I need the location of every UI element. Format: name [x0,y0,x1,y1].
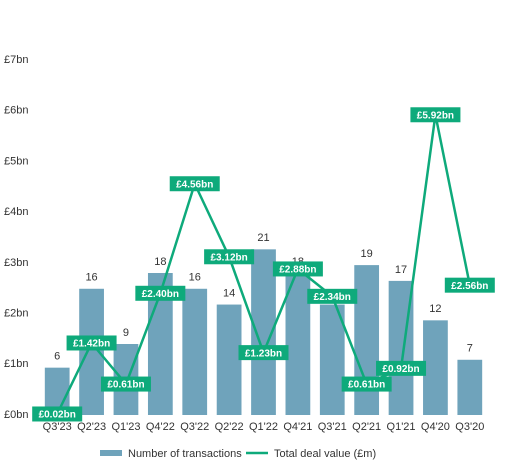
bar [182,288,208,415]
bar [423,320,448,415]
bar-value-label: 16 [85,272,97,284]
value-label-box [32,406,83,422]
x-tick-label: Q2'22 [215,421,244,433]
x-tick-label: Q1'21 [387,421,416,433]
x-tick-label: Q1'22 [249,421,278,433]
line-value-label: £0.61bn [348,380,385,391]
x-tick-label: Q4'21 [283,421,312,433]
bar-value-label: 12 [429,303,441,315]
x-tick-label: Q2'23 [77,421,106,433]
y-tick-label: £2bn [4,307,28,319]
line-value-label: £3.12bn [210,252,247,263]
bar [319,304,345,415]
value-label-box [204,249,255,265]
y-tick-label: £6bn [4,105,28,117]
line-value-label: £0.61bn [107,380,144,391]
value-label-box [307,288,358,304]
value-label-box [238,345,289,361]
x-tick-label: Q4'20 [421,421,450,433]
bar [457,359,483,415]
y-tick-label: £7bn [4,54,28,66]
bar-value-label: 14 [223,287,235,299]
x-tick-label: Q3'21 [318,421,347,433]
bar-value-label: 21 [257,232,269,244]
value-label-box [341,376,392,392]
x-tick-label: Q3'22 [180,421,209,433]
x-tick-label: Q3'20 [455,421,484,433]
x-tick-label: Q3'23 [43,421,72,433]
value-label-box [272,261,323,277]
legend-label: Number of transactions [128,448,242,460]
value-label-box [66,335,117,351]
bar-value-label: 17 [395,264,407,276]
y-tick-label: £0bn [4,409,28,421]
line-value-label: £2.40bn [142,289,179,300]
bar [216,304,242,415]
value-label-box [376,360,427,376]
line-value-label: £2.88bn [279,265,316,276]
y-tick-label: £4bn [4,206,28,218]
line-value-label: £2.56bn [451,281,488,292]
x-tick-label: Q2'21 [352,421,381,433]
bar-value-label: 19 [361,248,373,260]
line-value-label: £1.42bn [73,339,110,350]
bar-value-label: 18 [154,256,166,268]
value-label-box [444,277,495,293]
value-label-box [135,285,186,301]
bar-value-label: 16 [189,272,201,284]
bar-value-label: 6 [54,351,60,363]
line-value-label: £0.92bn [382,364,419,375]
y-tick-label: £5bn [4,155,28,167]
line-value-label: £4.56bn [176,179,213,190]
legend-swatch [100,450,122,456]
line-value-label: £1.23bn [245,348,282,359]
bar-value-label: 9 [123,327,129,339]
value-label-box [410,107,461,123]
bar [285,273,311,415]
legend-label: Total deal value (£m) [274,448,376,460]
line-value-label: £5.92bn [417,110,454,121]
bar [354,265,380,415]
line-value-label: £0.02bn [39,410,76,421]
bar-value-label: 7 [467,343,473,355]
y-tick-label: £1bn [4,358,28,370]
x-tick-label: Q4'22 [146,421,175,433]
value-label-box [169,176,220,192]
line-value-label: £2.34bn [314,292,351,303]
value-label-box [100,376,151,392]
x-tick-label: Q1'23 [111,421,140,433]
y-tick-label: £3bn [4,257,28,269]
